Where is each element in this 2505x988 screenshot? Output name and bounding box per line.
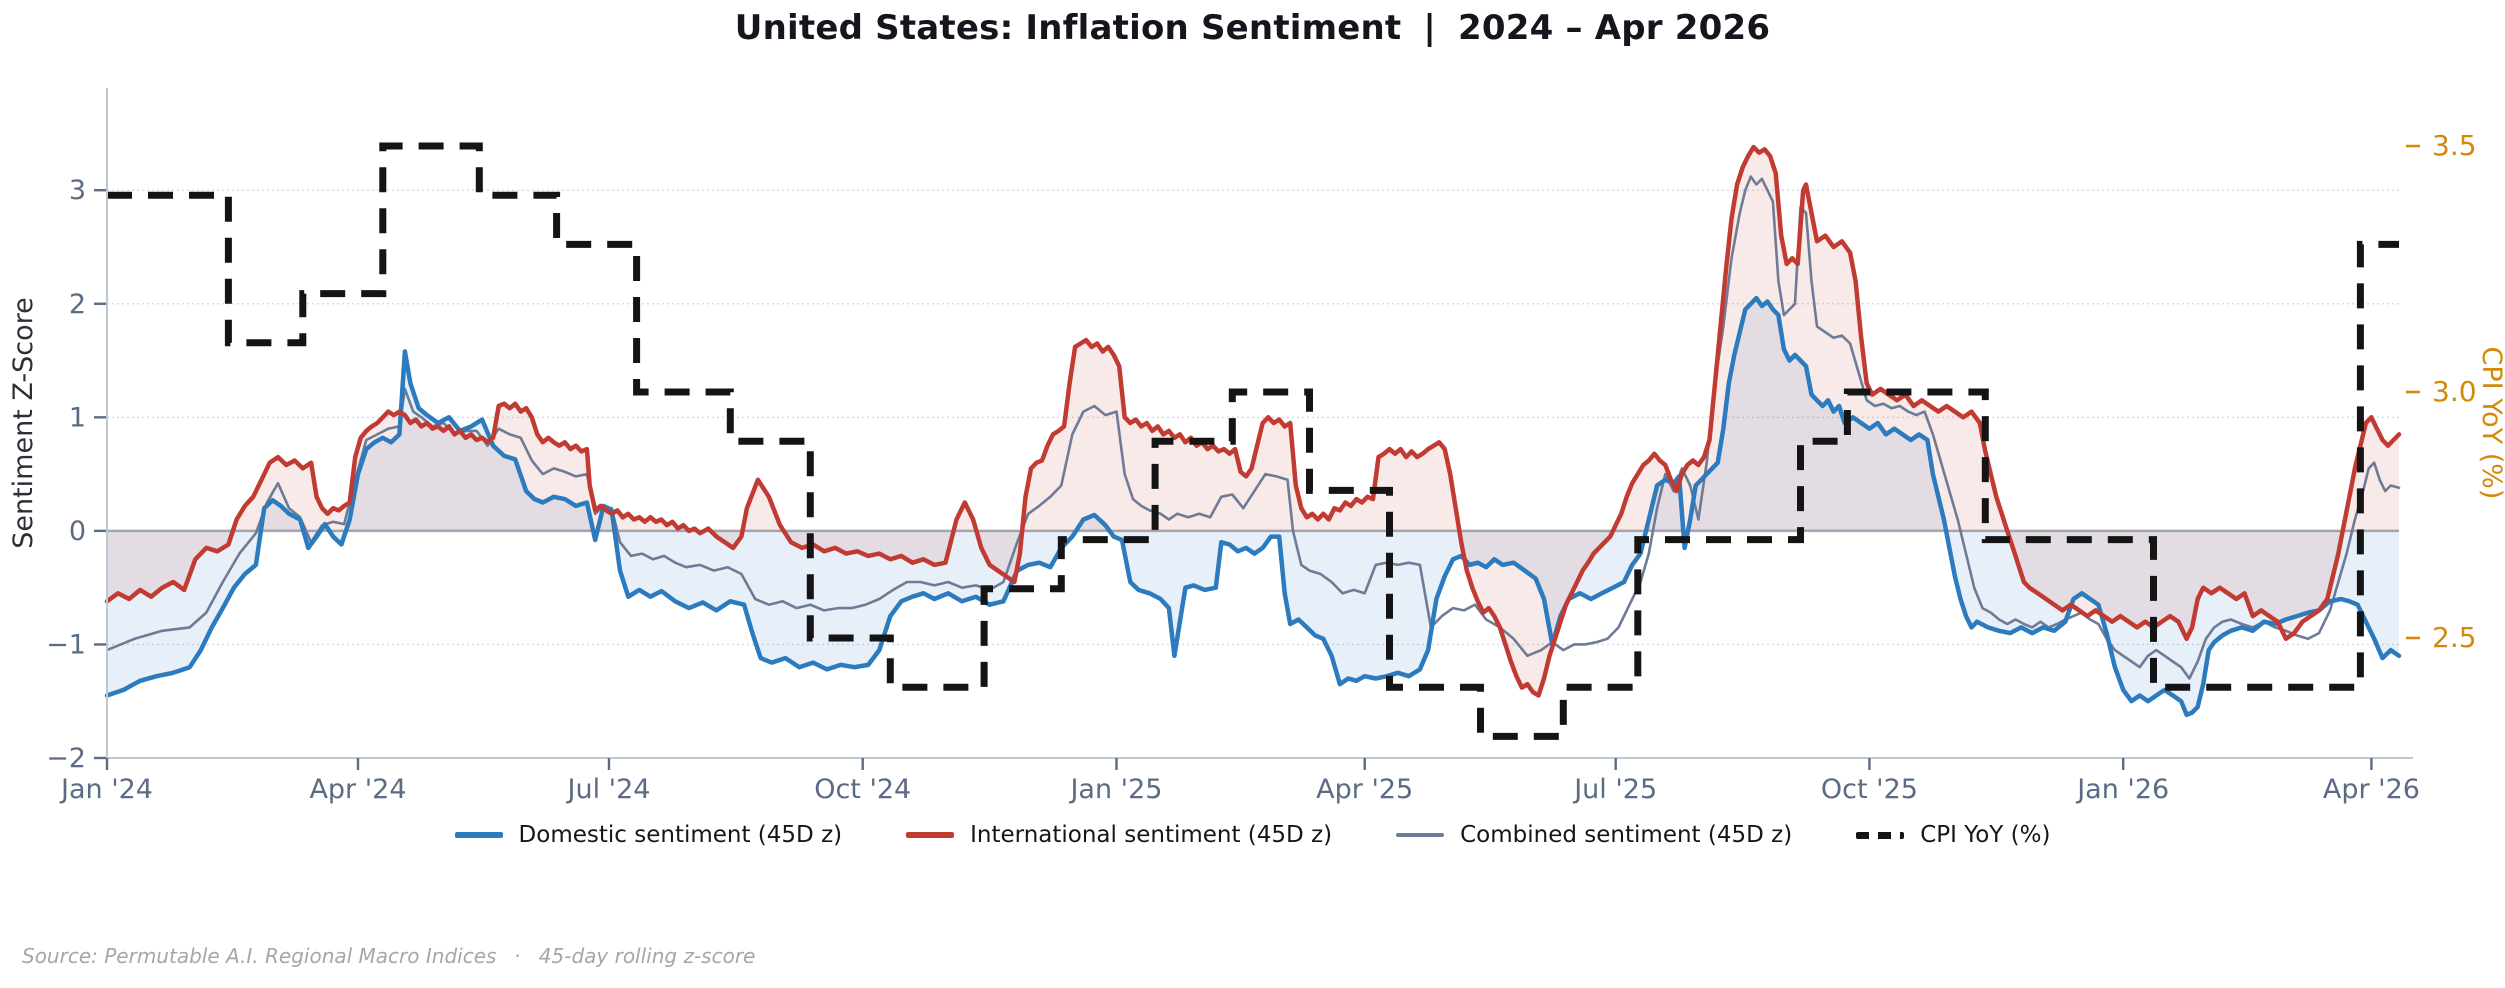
legend-item-combined: Combined sentiment (45D z) (1396, 822, 1792, 848)
x-tick-label: Apr '24 (309, 774, 406, 805)
series-combined-line (105, 175, 2401, 680)
legend-swatch-international (906, 832, 955, 838)
left-axis-ticks: −2 −1 0 1 2 3 (46, 175, 106, 774)
x-tick-label: Oct '25 (1821, 774, 1918, 805)
legend-swatch-cpi (1856, 831, 1905, 839)
legend-label-combined: Combined sentiment (45D z) (1460, 822, 1793, 848)
right-tick-label: 3.5 (2432, 129, 2477, 162)
series-international-line (104, 144, 2402, 698)
legend-label-domestic: Domestic sentiment (45D z) (518, 822, 843, 848)
chart-title-separator: | (1423, 8, 1437, 48)
x-tick-label: Jul '25 (1572, 774, 1657, 805)
left-tick-label: −1 (46, 629, 86, 660)
x-tick-label: Apr '25 (1316, 774, 1413, 805)
x-axis-ticks: Jan '24 Apr '24 Jul '24 Oct '24 Jan '25 Apr '… (59, 758, 2420, 805)
right-tick-label: 3.0 (2432, 375, 2477, 408)
legend-swatch-combined (1396, 833, 1445, 837)
left-tick-label: 0 (69, 516, 86, 547)
legend-label-international: International sentiment (45D z) (970, 822, 1333, 848)
left-tick-label: 3 (69, 175, 86, 206)
footer: Source: Permutable A.I. Regional Macro I… (22, 944, 755, 968)
legend-item-cpi: CPI YoY (%) (1856, 822, 2050, 848)
chart-title-range: 2024 – Apr 2026 (1458, 8, 1771, 48)
chart-title-main: United States: Inflation Sentiment (734, 8, 1402, 48)
x-tick-label: Jul '24 (566, 774, 651, 805)
left-tick-label: 1 (69, 402, 86, 433)
x-tick-label: Jan '24 (59, 774, 153, 805)
series-domestic-line (104, 295, 2402, 718)
legend-item-international: International sentiment (45D z) (906, 822, 1332, 848)
legend-swatch-domestic (454, 832, 503, 838)
right-axis-title: CPI YoY (%) (2476, 347, 2505, 500)
series-cpi-line (107, 142, 2399, 740)
methodology-note: 45-day rolling z-score (538, 944, 756, 968)
series-international-fill (107, 147, 2399, 696)
source-note: Source: Permutable A.I. Regional Macro I… (22, 944, 497, 968)
x-tick-label: Jan '26 (2075, 774, 2169, 805)
left-axis-title: Sentiment Z-Score (8, 297, 39, 549)
legend: Domestic sentiment (45D z) International … (0, 822, 2505, 848)
legend-item-domestic: Domestic sentiment (45D z) (454, 822, 843, 848)
right-axis-ticks: 2.5 3.0 3.5 (2406, 129, 2477, 654)
left-tick-label: 2 (69, 289, 86, 320)
x-tick-label: Jan '25 (1068, 774, 1162, 805)
chart-title: United States: Inflation Sentiment | 2024 … (0, 8, 2505, 48)
gridlines (107, 189, 2399, 646)
right-tick-label: 2.5 (2432, 621, 2477, 654)
x-tick-label: Oct '24 (814, 774, 911, 805)
x-tick-label: Apr '26 (2323, 774, 2420, 805)
left-tick-label: −2 (46, 743, 86, 774)
legend-label-cpi: CPI YoY (%) (1920, 822, 2051, 848)
footer-separator: · (514, 944, 521, 968)
